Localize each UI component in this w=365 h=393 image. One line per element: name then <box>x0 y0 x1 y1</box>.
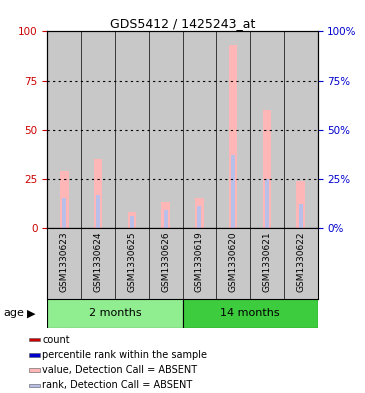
Text: 14 months: 14 months <box>220 309 280 318</box>
Bar <box>216 31 250 228</box>
Text: GSM1330623: GSM1330623 <box>60 231 69 292</box>
Bar <box>182 31 216 228</box>
Bar <box>284 31 318 228</box>
Text: GSM1330622: GSM1330622 <box>296 231 305 292</box>
FancyBboxPatch shape <box>47 299 182 328</box>
Bar <box>296 181 305 228</box>
Text: percentile rank within the sample: percentile rank within the sample <box>42 350 207 360</box>
Bar <box>231 155 235 228</box>
Bar <box>96 195 100 228</box>
Bar <box>115 31 149 228</box>
Bar <box>195 198 204 228</box>
Bar <box>263 110 271 228</box>
Text: GSM1330626: GSM1330626 <box>161 231 170 292</box>
Bar <box>149 31 182 228</box>
Bar <box>161 202 170 228</box>
Text: value, Detection Call = ABSENT: value, Detection Call = ABSENT <box>42 365 197 375</box>
Text: GSM1330625: GSM1330625 <box>127 231 137 292</box>
Text: GSM1330620: GSM1330620 <box>228 231 238 292</box>
Bar <box>229 45 237 228</box>
Bar <box>130 216 134 228</box>
Text: 2 months: 2 months <box>89 309 141 318</box>
Bar <box>28 338 40 342</box>
Text: rank, Detection Call = ABSENT: rank, Detection Call = ABSENT <box>42 380 192 390</box>
Bar <box>128 212 136 228</box>
Bar <box>62 198 66 228</box>
Bar <box>28 353 40 356</box>
Title: GDS5412 / 1425243_at: GDS5412 / 1425243_at <box>110 17 255 30</box>
Text: GSM1330619: GSM1330619 <box>195 231 204 292</box>
Bar <box>28 369 40 372</box>
Bar <box>265 179 269 228</box>
Bar <box>28 384 40 387</box>
Text: GSM1330624: GSM1330624 <box>93 231 103 292</box>
Text: ▶: ▶ <box>27 309 36 318</box>
Bar <box>250 31 284 228</box>
Bar <box>94 159 102 228</box>
Bar <box>81 31 115 228</box>
Text: age: age <box>4 309 24 318</box>
FancyBboxPatch shape <box>182 299 318 328</box>
Bar <box>164 210 168 228</box>
Text: count: count <box>42 335 70 345</box>
Bar <box>197 206 201 228</box>
Bar <box>299 204 303 228</box>
Bar <box>60 171 69 228</box>
Bar <box>47 31 81 228</box>
Text: GSM1330621: GSM1330621 <box>262 231 272 292</box>
